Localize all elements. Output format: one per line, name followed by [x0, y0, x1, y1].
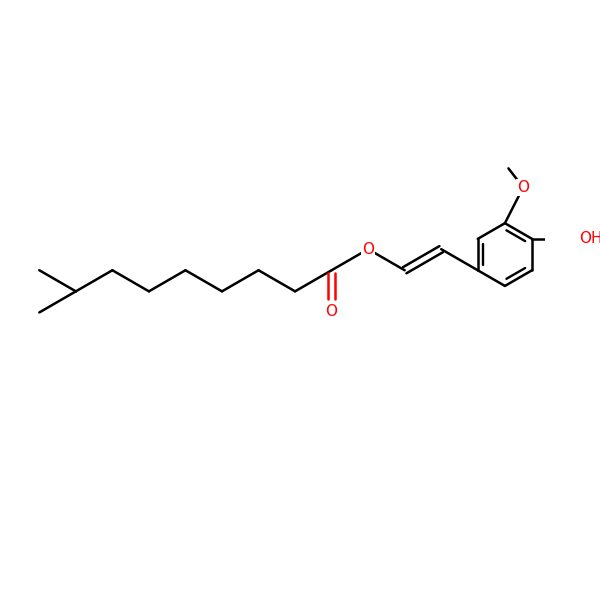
Text: O: O — [326, 304, 338, 319]
Text: O: O — [517, 180, 529, 195]
Text: O: O — [362, 242, 374, 257]
Text: OH: OH — [579, 232, 600, 247]
